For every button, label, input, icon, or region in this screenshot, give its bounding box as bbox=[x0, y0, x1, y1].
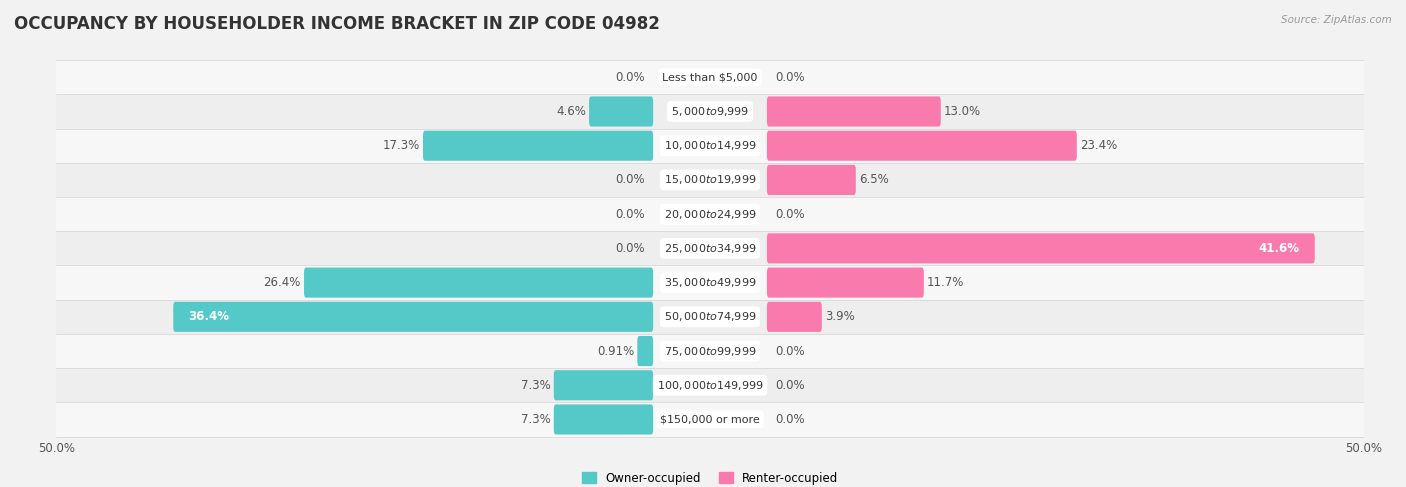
Text: 13.0%: 13.0% bbox=[943, 105, 981, 118]
Text: $50,000 to $74,999: $50,000 to $74,999 bbox=[664, 310, 756, 323]
Text: 0.91%: 0.91% bbox=[596, 344, 634, 357]
Bar bbox=[56, 197, 1364, 231]
Text: 0.0%: 0.0% bbox=[776, 71, 806, 84]
Text: 7.3%: 7.3% bbox=[520, 413, 551, 426]
Text: 0.0%: 0.0% bbox=[614, 173, 644, 187]
Text: $75,000 to $99,999: $75,000 to $99,999 bbox=[664, 344, 756, 357]
Text: Source: ZipAtlas.com: Source: ZipAtlas.com bbox=[1281, 15, 1392, 25]
FancyBboxPatch shape bbox=[423, 131, 654, 161]
Text: $35,000 to $49,999: $35,000 to $49,999 bbox=[664, 276, 756, 289]
Text: 11.7%: 11.7% bbox=[927, 276, 965, 289]
Bar bbox=[56, 300, 1364, 334]
Bar bbox=[56, 60, 1364, 94]
Bar bbox=[56, 334, 1364, 368]
FancyBboxPatch shape bbox=[173, 302, 654, 332]
FancyBboxPatch shape bbox=[589, 96, 654, 127]
Text: 3.9%: 3.9% bbox=[825, 310, 855, 323]
FancyBboxPatch shape bbox=[766, 96, 941, 127]
Text: Less than $5,000: Less than $5,000 bbox=[662, 72, 758, 82]
FancyBboxPatch shape bbox=[766, 131, 1077, 161]
Text: OCCUPANCY BY HOUSEHOLDER INCOME BRACKET IN ZIP CODE 04982: OCCUPANCY BY HOUSEHOLDER INCOME BRACKET … bbox=[14, 15, 659, 33]
FancyBboxPatch shape bbox=[766, 267, 924, 298]
Text: 26.4%: 26.4% bbox=[263, 276, 301, 289]
Text: $20,000 to $24,999: $20,000 to $24,999 bbox=[664, 207, 756, 221]
Text: 0.0%: 0.0% bbox=[614, 242, 644, 255]
Bar bbox=[56, 231, 1364, 265]
Text: 4.6%: 4.6% bbox=[555, 105, 586, 118]
Text: $5,000 to $9,999: $5,000 to $9,999 bbox=[671, 105, 749, 118]
FancyBboxPatch shape bbox=[766, 165, 856, 195]
Text: 41.6%: 41.6% bbox=[1258, 242, 1299, 255]
Text: 0.0%: 0.0% bbox=[776, 344, 806, 357]
Text: 0.0%: 0.0% bbox=[776, 207, 806, 221]
Bar bbox=[56, 94, 1364, 129]
FancyBboxPatch shape bbox=[637, 336, 654, 366]
FancyBboxPatch shape bbox=[304, 267, 654, 298]
Text: 0.0%: 0.0% bbox=[776, 413, 806, 426]
Bar bbox=[56, 265, 1364, 300]
FancyBboxPatch shape bbox=[766, 233, 1315, 263]
Text: $150,000 or more: $150,000 or more bbox=[661, 414, 759, 425]
Text: $100,000 to $149,999: $100,000 to $149,999 bbox=[657, 379, 763, 392]
Text: 0.0%: 0.0% bbox=[614, 71, 644, 84]
Text: 36.4%: 36.4% bbox=[188, 310, 229, 323]
Text: 17.3%: 17.3% bbox=[382, 139, 420, 152]
Text: 0.0%: 0.0% bbox=[776, 379, 806, 392]
Text: $10,000 to $14,999: $10,000 to $14,999 bbox=[664, 139, 756, 152]
Legend: Owner-occupied, Renter-occupied: Owner-occupied, Renter-occupied bbox=[576, 467, 844, 487]
Bar bbox=[56, 129, 1364, 163]
Text: $25,000 to $34,999: $25,000 to $34,999 bbox=[664, 242, 756, 255]
Text: 0.0%: 0.0% bbox=[614, 207, 644, 221]
Text: 6.5%: 6.5% bbox=[859, 173, 889, 187]
Text: 7.3%: 7.3% bbox=[520, 379, 551, 392]
FancyBboxPatch shape bbox=[554, 404, 654, 434]
Text: $15,000 to $19,999: $15,000 to $19,999 bbox=[664, 173, 756, 187]
Bar bbox=[56, 368, 1364, 402]
FancyBboxPatch shape bbox=[554, 370, 654, 400]
Bar bbox=[56, 402, 1364, 436]
FancyBboxPatch shape bbox=[766, 302, 823, 332]
Bar bbox=[56, 163, 1364, 197]
Text: 23.4%: 23.4% bbox=[1080, 139, 1118, 152]
